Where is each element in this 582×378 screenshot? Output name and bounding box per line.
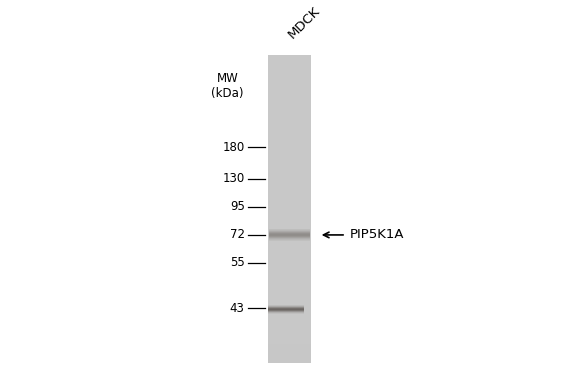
Text: 95: 95: [230, 200, 244, 214]
Text: MDCK: MDCK: [285, 4, 322, 41]
Text: 180: 180: [222, 141, 244, 154]
Text: 43: 43: [230, 302, 244, 315]
Text: MW
(kDa): MW (kDa): [211, 72, 243, 100]
Text: 130: 130: [222, 172, 244, 186]
Text: 72: 72: [230, 228, 244, 242]
Text: PIP5K1A: PIP5K1A: [350, 228, 404, 242]
Text: 55: 55: [230, 256, 244, 270]
